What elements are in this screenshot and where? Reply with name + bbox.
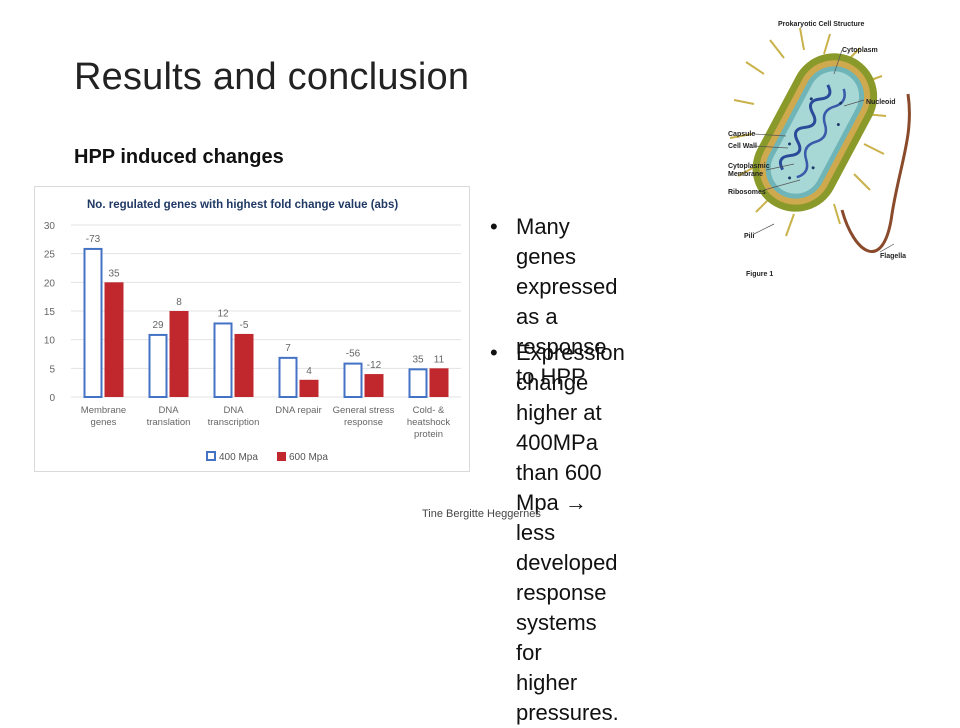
slide-title: Results and conclusion (74, 56, 470, 98)
label-capsule: Capsule (728, 131, 755, 138)
y-tick-label: 0 (49, 393, 55, 404)
chart-title: No. regulated genes with highest fold ch… (87, 199, 398, 211)
slide-subtitle: HPP induced changes (74, 146, 284, 168)
x-tick-label: heatshock (407, 417, 451, 428)
data-label: 4 (306, 366, 312, 377)
bullet-text: Expression change higher at 400MPa than … (516, 340, 625, 725)
bar-600mpa (429, 368, 449, 397)
x-tick-label: DNA repair (275, 405, 321, 416)
bar-600mpa (299, 379, 319, 397)
label-cytoplasm: Cytoplasm (842, 47, 878, 54)
data-label: 11 (434, 354, 445, 365)
x-tick-label: response (344, 417, 383, 428)
legend-swatch-600mpa (277, 452, 286, 461)
bar-400mpa (83, 247, 103, 398)
label-cytoplasmic: Cytoplasmic (728, 163, 770, 170)
data-label: -73 (86, 234, 101, 245)
legend-label: 600 Mpa (289, 452, 328, 463)
label-ribosomes: Ribosomes (728, 189, 766, 196)
data-label: 29 (152, 320, 164, 331)
y-tick-label: 20 (44, 278, 56, 289)
label-nucleoid: Nucleoid (866, 99, 896, 106)
bar-400mpa (408, 368, 428, 398)
bar-600mpa (169, 311, 189, 397)
x-tick-label: genes (91, 417, 117, 428)
bar-400mpa (343, 362, 363, 399)
x-tick-label: transcription (208, 417, 260, 428)
label-pili: Pili (744, 233, 755, 240)
bar-600mpa (364, 374, 384, 397)
bar-chart: No. regulated genes with highest fold ch… (34, 186, 470, 472)
x-tick-label: translation (147, 417, 191, 428)
x-tick-label: DNA (158, 405, 179, 416)
bullet-text: Many genes expressed as a response to HP… (516, 214, 618, 389)
bar-600mpa (234, 333, 254, 397)
figure-caption: Figure 1 (746, 271, 773, 278)
data-label: 35 (108, 268, 120, 279)
label-membrane: Membrane (728, 171, 763, 178)
data-label: -56 (346, 349, 361, 360)
bar-400mpa (278, 356, 298, 399)
y-tick-label: 15 (44, 307, 56, 318)
bullet-symbol: • (490, 214, 498, 239)
figure-title: Prokaryotic Cell Structure (778, 21, 864, 28)
x-tick-label: Membrane (81, 405, 126, 416)
data-label: -12 (367, 360, 382, 371)
footer-author: Tine Bergitte Heggernes (422, 508, 541, 520)
legend-swatch-400mpa (206, 451, 216, 461)
y-tick-label: 5 (49, 364, 55, 375)
data-label: 8 (176, 297, 182, 308)
y-tick-label: 30 (44, 221, 56, 232)
x-tick-label: protein (414, 429, 443, 440)
bar-400mpa (148, 333, 168, 398)
prokaryotic-cell-figure: Prokaryotic Cell Structure (724, 14, 924, 286)
bullet-item: • Many genes expressed as a response to … (490, 212, 618, 392)
bullet-symbol: • (490, 340, 498, 365)
y-tick-label: 10 (44, 336, 56, 347)
bar-400mpa (213, 322, 233, 398)
x-tick-label: General stress (333, 405, 395, 416)
data-label: 35 (412, 354, 424, 365)
data-label: 12 (217, 308, 229, 319)
data-label: -5 (240, 320, 249, 331)
label-cell-wall: Cell Wall (728, 143, 757, 150)
x-tick-label: DNA (223, 405, 244, 416)
label-flagella: Flagella (880, 253, 906, 260)
legend-label: 400 Mpa (219, 452, 258, 463)
bar-600mpa (104, 282, 124, 397)
bullet-item: • Expression change higher at 400MPa tha… (490, 338, 625, 728)
x-tick-label: Cold- & (413, 405, 445, 416)
bar-chart-svg: No. regulated genes with highest fold ch… (44, 199, 461, 463)
y-tick-label: 25 (44, 250, 56, 261)
data-label: 7 (285, 343, 291, 354)
